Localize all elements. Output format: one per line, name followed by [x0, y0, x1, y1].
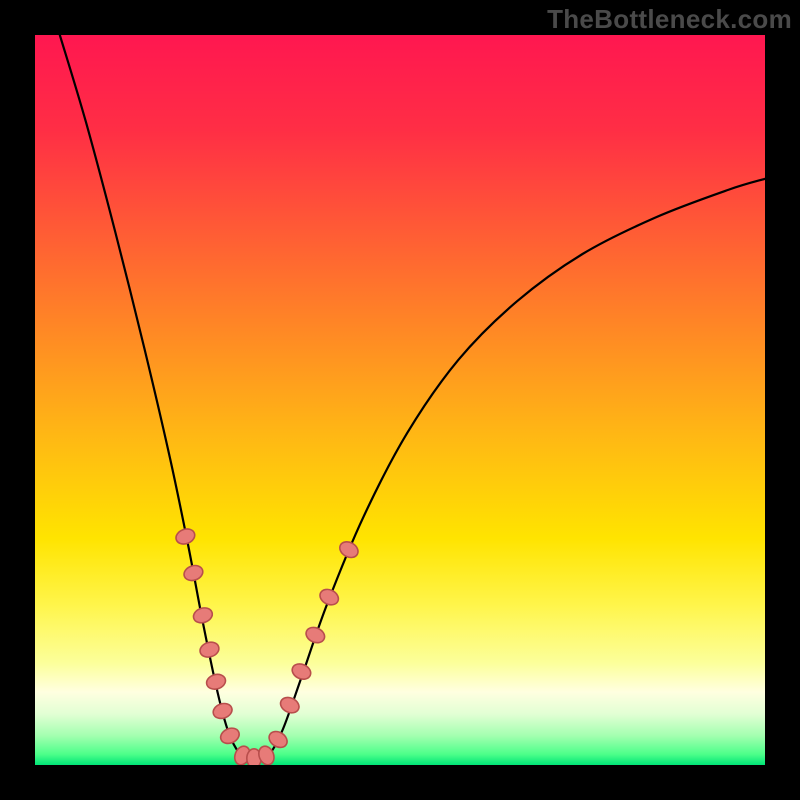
watermark-text: TheBottleneck.com — [547, 4, 792, 35]
plot-area — [35, 35, 765, 765]
plot-background — [35, 35, 765, 765]
chart-container: TheBottleneck.com — [0, 0, 800, 800]
